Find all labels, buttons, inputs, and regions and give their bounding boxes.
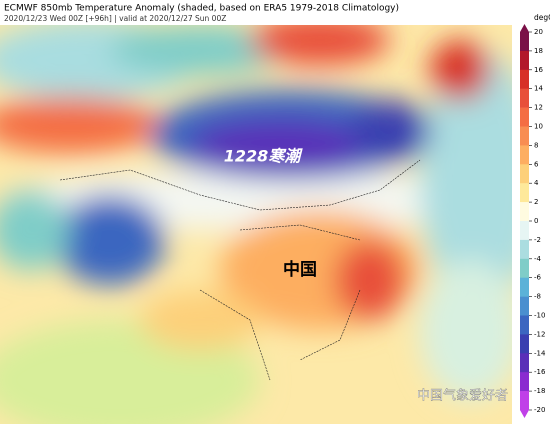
colorbar-segment (520, 164, 529, 184)
colorbar-segment (520, 183, 529, 203)
colorbar-tick-label: 20 (534, 28, 543, 36)
colorbar-tick-label: 0 (534, 217, 538, 225)
colorbar-tick-label: 10 (534, 123, 543, 131)
colorbar-tick-label: 16 (534, 66, 543, 74)
colorbar-tick-label: 4 (534, 179, 539, 187)
colorbar-segment (520, 296, 529, 316)
colorbar-segment (520, 334, 529, 354)
colorbar-segment (520, 277, 529, 297)
colorbar-segment (520, 50, 529, 71)
colorbar-tick-label: -8 (534, 293, 541, 301)
colorbar-segment (520, 239, 529, 260)
colorbar-segment (520, 258, 529, 278)
colorbar-segment (520, 315, 529, 335)
title: ECMWF 850mb Temperature Anomaly (shaded,… (4, 4, 399, 14)
colorbar-tick-label: -16 (534, 368, 546, 376)
map: 1228寒潮 中国 中国气象爱好者 (0, 25, 512, 424)
colorbar-tick-label: 18 (534, 47, 543, 55)
colorbar-tick-label: -12 (534, 330, 545, 338)
colorbar-segment (520, 202, 529, 222)
colorbar-tick-label: -4 (534, 255, 542, 263)
colorbar-segment (520, 372, 529, 392)
colorbar-segment (520, 353, 529, 373)
colorbar-end (520, 24, 529, 32)
colorbar-segment (520, 32, 529, 52)
colorbar-tick-label: -6 (534, 274, 542, 282)
colorbar-end (520, 410, 529, 418)
colorbar: degC 20181614121086420-2-4-6-8-10-12-14-… (520, 13, 550, 418)
subtitle: 2020/12/23 Wed 00Z [+96h] | valid at 202… (4, 14, 226, 23)
colorbar-tick-label: -20 (534, 406, 545, 414)
colorbar-tick-label: 12 (534, 104, 543, 112)
colorbar-tick-label: 8 (534, 141, 538, 149)
annotation: 中国 (283, 259, 317, 280)
watermark: 中国气象爱好者 (417, 388, 508, 404)
colorbar-tick-label: -10 (534, 312, 545, 320)
colorbar-segment (520, 126, 529, 146)
colorbar-tick-label: 6 (534, 160, 539, 168)
colorbar-tick-label: -14 (534, 349, 546, 357)
colorbar-label: degC (534, 13, 550, 22)
colorbar-segment (520, 145, 529, 165)
colorbar-tick-label: 2 (534, 198, 538, 206)
colorbar-segment (520, 221, 529, 241)
colorbar-segment (520, 69, 529, 89)
colorbar-segment (520, 88, 529, 108)
colorbar-tick-label: -18 (534, 387, 545, 395)
annotation: 1228寒潮 (224, 147, 304, 166)
colorbar-segment (520, 107, 529, 127)
colorbar-tick-label: -2 (534, 236, 541, 244)
colorbar-segment (520, 391, 529, 411)
colorbar-tick-label: 14 (534, 85, 543, 93)
